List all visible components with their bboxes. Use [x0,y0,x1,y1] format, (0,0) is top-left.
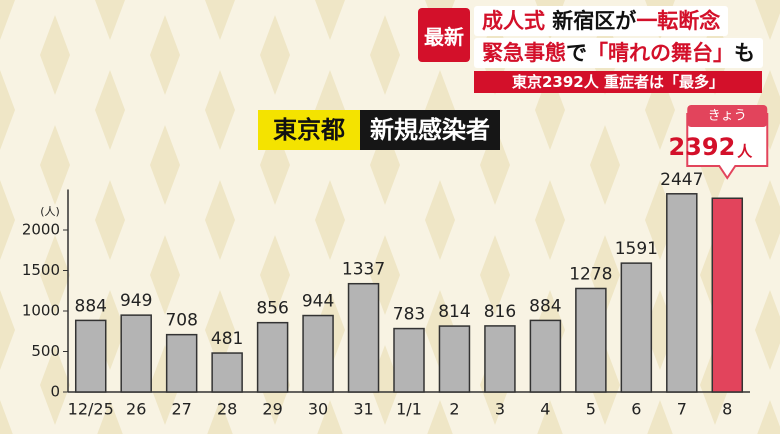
callout [686,113,769,180]
bar [438,325,471,393]
value-label: 1337 [342,260,385,280]
chart-title: 新規感染者 [370,116,490,144]
value-label: 814 [438,302,470,322]
bar [211,352,243,393]
x-tick-label: 7 [677,400,687,419]
bar [74,319,107,393]
y-tick-label: 0 [50,383,60,401]
bar [575,287,607,393]
x-tick-label: 28 [217,400,237,419]
headline-strip: 東京2392人 重症者は「最多」 [474,71,762,93]
bar [484,325,516,393]
x-tick-label: 31 [353,400,373,419]
value-label: 884 [75,296,107,316]
headline-segment: 新宿区が [545,9,637,33]
value-label: 949 [120,291,152,311]
title-box [360,110,500,150]
bar [347,282,380,393]
headline-segment: 「晴れの舞台」 [587,41,734,65]
bar [256,321,289,393]
bar [393,327,425,393]
value-label: 2447 [660,170,703,190]
bar [529,319,562,393]
x-tick-label: 26 [126,400,146,419]
x-tick-label: 3 [495,400,505,419]
value-label: 1278 [569,264,612,284]
headline-segment: 一転断念 [636,9,721,33]
callout-header [687,105,768,127]
value-label: 884 [529,296,561,316]
callout-value: 2392 [668,133,735,161]
y-unit: (人) [40,205,60,218]
value-label: 816 [484,302,516,322]
bar [302,314,334,393]
x-tick-label: 5 [586,400,596,419]
value-label: 856 [256,299,288,319]
headline-segment: 成人式 [482,9,545,33]
value-label: 481 [211,329,243,349]
x-tick-label: 30 [308,400,328,419]
headline-line: 緊急事態で「晴れの舞台」も [474,38,763,68]
value-label: 708 [165,311,197,331]
y-tick-label: 2000 [22,221,60,239]
x-tick-label: 2 [449,400,459,419]
bar [165,333,198,393]
badge: 最新 [418,8,470,62]
x-tick-label: 4 [540,400,550,419]
callout-label: きょう [708,109,747,124]
title-region: 東京都 [273,116,345,144]
value-label: 944 [302,292,334,312]
y-tick-label: 1500 [22,261,60,279]
x-tick-label: 8 [722,400,732,419]
title-region-box [258,110,360,150]
y-tick-label: 1000 [22,302,60,320]
headline-line: 成人式 新宿区が一転断念 [474,6,729,36]
value-label: 783 [393,305,425,325]
value-label: 1591 [615,239,658,259]
headline-segment: で [566,41,587,65]
y-tick-label: 500 [31,342,60,360]
x-tick-label: 1/1 [396,400,422,419]
headline-segment: 緊急事態 [482,41,566,65]
x-tick-label: 6 [631,400,641,419]
bar [120,314,152,393]
headline-segment: も [734,41,755,65]
x-tick-label: 27 [171,400,191,419]
bar [666,193,698,393]
x-tick-label: 29 [262,400,282,419]
callout-unit: 人 [737,143,753,161]
x-tick-label: 12/25 [68,400,114,419]
bar [620,262,653,393]
bar [711,197,744,393]
